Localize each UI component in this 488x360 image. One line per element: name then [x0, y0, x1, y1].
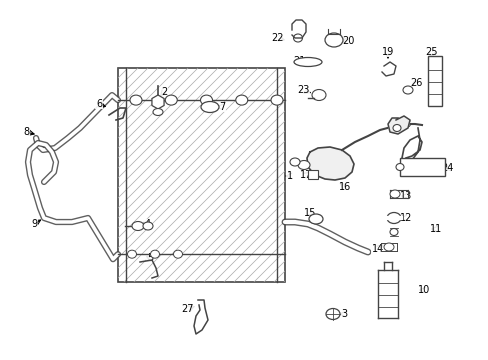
Ellipse shape [389, 229, 397, 235]
Ellipse shape [153, 108, 163, 116]
Ellipse shape [201, 102, 219, 112]
Ellipse shape [270, 95, 283, 105]
Bar [118, 68, 285, 282]
Ellipse shape [392, 125, 400, 131]
Text: 16: 16 [338, 182, 350, 192]
Text: 7: 7 [219, 102, 224, 112]
Ellipse shape [293, 58, 321, 67]
Text: 26: 26 [409, 78, 421, 88]
Ellipse shape [383, 243, 393, 251]
Text: 13: 13 [399, 191, 411, 201]
Ellipse shape [293, 34, 302, 42]
Ellipse shape [173, 250, 182, 258]
Text: 26: 26 [401, 163, 413, 173]
Text: 22: 22 [271, 33, 284, 43]
Text: 25: 25 [425, 47, 437, 57]
Text: 15: 15 [303, 208, 316, 218]
Text: 2: 2 [161, 87, 167, 97]
Text: 14: 14 [371, 244, 384, 254]
Text: 23: 23 [296, 85, 308, 95]
Text: 8: 8 [23, 127, 29, 137]
Text: 18: 18 [399, 119, 411, 129]
Text: 19: 19 [381, 47, 393, 57]
Polygon shape [387, 116, 409, 134]
Text: 4: 4 [144, 219, 151, 229]
Ellipse shape [130, 95, 142, 105]
Ellipse shape [235, 95, 247, 105]
Text: 12: 12 [399, 213, 411, 223]
Ellipse shape [311, 90, 325, 100]
Text: 20: 20 [341, 36, 353, 46]
Text: 6: 6 [96, 99, 102, 109]
Ellipse shape [395, 163, 403, 171]
Polygon shape [306, 147, 353, 180]
Ellipse shape [402, 86, 412, 94]
Text: 9: 9 [31, 219, 37, 229]
Text: 24: 24 [440, 163, 452, 173]
Ellipse shape [386, 212, 400, 224]
Ellipse shape [325, 33, 342, 47]
Bar [307, 170, 317, 179]
Ellipse shape [289, 158, 299, 166]
Ellipse shape [200, 95, 212, 105]
Text: 5: 5 [146, 253, 153, 263]
Text: 10: 10 [417, 285, 429, 295]
Ellipse shape [127, 250, 136, 258]
Text: 11: 11 [429, 224, 441, 234]
Bar [427, 56, 441, 106]
Ellipse shape [325, 309, 339, 320]
Ellipse shape [297, 161, 309, 170]
Text: 27: 27 [182, 304, 194, 314]
Text: 1: 1 [286, 171, 292, 181]
Ellipse shape [308, 214, 323, 224]
Ellipse shape [132, 221, 143, 230]
Ellipse shape [165, 95, 177, 105]
Text: 21: 21 [292, 56, 305, 66]
Text: 17: 17 [299, 170, 311, 180]
Bar [399, 158, 444, 176]
Ellipse shape [142, 222, 153, 230]
Text: 3: 3 [340, 309, 346, 319]
Ellipse shape [150, 250, 159, 258]
Ellipse shape [389, 190, 399, 198]
